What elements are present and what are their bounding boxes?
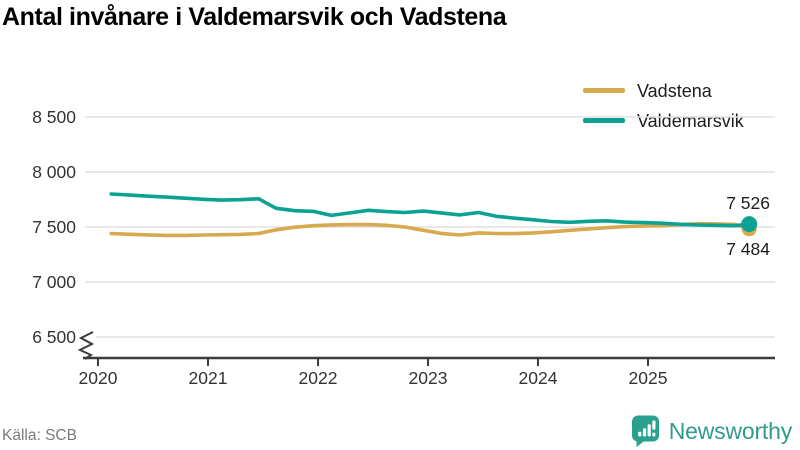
newsworthy-icon [631,415,659,447]
legend: Vadstena Valdemarsvik [583,80,744,131]
y-tick-label: 7 000 [32,272,76,292]
y-tick-label: 6 500 [32,327,76,347]
legend-item-vadstena: Vadstena [583,80,744,101]
legend-label: Vadstena [637,80,712,101]
axis-break-icon [77,331,95,360]
end-value-label-vadstena: 7 484 [726,239,770,259]
x-tick-label: 2025 [629,368,668,388]
series-line-vadstena [109,221,752,238]
end-dot-valdemarsvik [741,216,758,233]
x-tick-label: 2022 [299,368,338,388]
newsworthy-logo: Newsworthy [631,415,792,448]
legend-label: Valdemarsvik [637,110,744,131]
legend-item-valdemarsvik: Valdemarsvik [583,110,744,131]
newsworthy-wordmark: Newsworthy [668,418,792,444]
x-tick-label: 2020 [79,368,118,388]
y-tick-label: 7 500 [32,217,76,237]
x-tick-label: 2023 [409,368,448,388]
end-value-label-valdemarsvik: 7 526 [726,193,770,213]
source-label: Källa: SCB [2,427,77,444]
legend-swatch-vadstena [583,88,625,93]
chart-title: Antal invånare i Valdemarsvik och Vadste… [2,3,507,31]
x-tick-label: 2021 [189,368,228,388]
legend-swatch-valdemarsvik [583,118,625,123]
y-tick-label: 8 000 [32,162,76,182]
y-tick-label: 8 500 [32,107,76,127]
series-line-valdemarsvik [109,192,752,228]
x-tick-label: 2024 [519,368,558,388]
